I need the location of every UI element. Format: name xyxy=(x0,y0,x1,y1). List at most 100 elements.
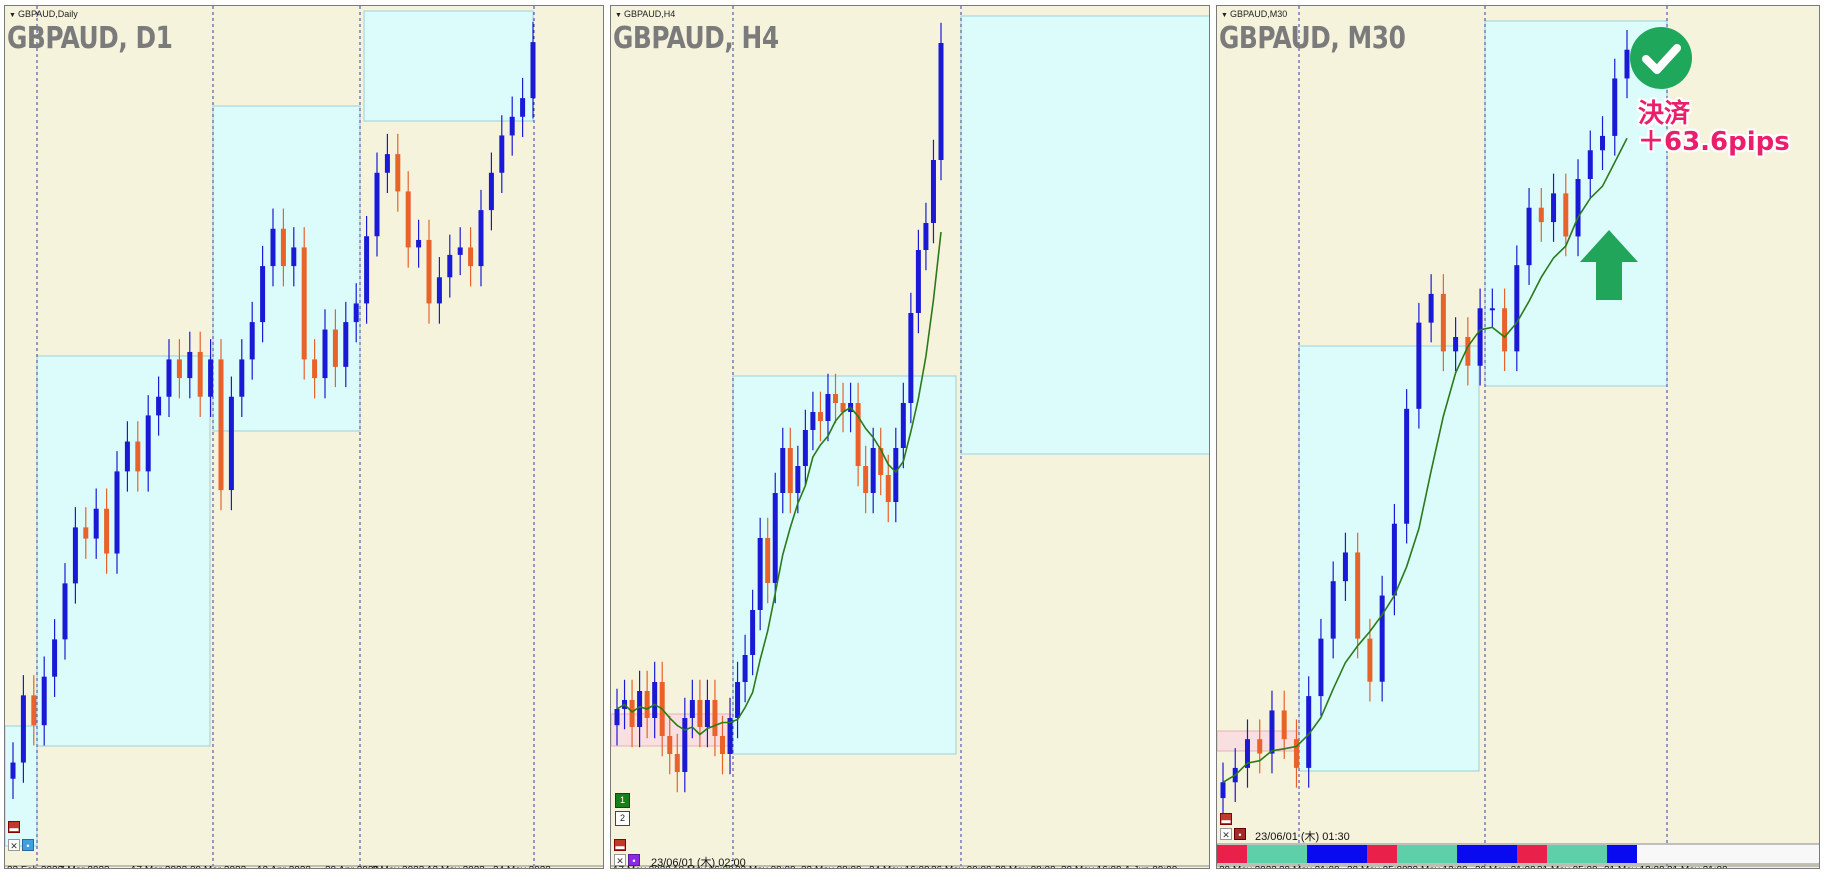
candle-body xyxy=(156,396,162,416)
candle-body xyxy=(301,247,307,360)
candle-body xyxy=(291,247,297,267)
candle-body xyxy=(1416,322,1422,409)
candle-body xyxy=(840,403,846,412)
date-tick-label: 20 Apr 2023 xyxy=(325,865,379,869)
chart-canvas-h4[interactable]: 17 May 202318 May 16:0022 May 00:00 23 Ma… xyxy=(611,6,1210,869)
candle-body xyxy=(1379,595,1385,682)
dropdown-triangle-icon[interactable]: ▼ xyxy=(9,12,16,19)
candle-body xyxy=(863,466,869,493)
candle-body xyxy=(72,527,78,584)
date-tick-label: 30 May 16:00 xyxy=(1061,865,1122,869)
candle-body xyxy=(1624,49,1630,79)
candle-body xyxy=(697,700,703,727)
indicator-cell xyxy=(1247,845,1277,863)
candle-body xyxy=(742,655,748,682)
chart-tag-text: GBPAUD,H4 xyxy=(623,9,676,19)
candle-body xyxy=(637,691,643,727)
indicator-cell xyxy=(1577,845,1607,863)
candle-body xyxy=(488,172,494,211)
candle-body xyxy=(667,736,673,754)
dropdown-triangle-icon[interactable]: ▼ xyxy=(1221,12,1228,19)
chart-panel-d1[interactable]: 23 Feb 20237 Mar 2023 17 Mar 202329 Mar 2… xyxy=(4,5,604,869)
candle-body xyxy=(1244,739,1250,768)
close-icon[interactable]: ✕ xyxy=(1220,828,1232,840)
candle-body xyxy=(817,412,823,421)
chart-canvas-d1[interactable]: 23 Feb 20237 Mar 2023 17 Mar 202329 Mar 2… xyxy=(5,6,604,869)
date-tick-label: 31 May 05:00 xyxy=(1537,865,1598,869)
indicator-cell xyxy=(1487,845,1517,863)
candle-body xyxy=(712,700,718,736)
chart-canvas-m30[interactable]: 29 May 202329 May 21:0030 May 05:0030 Ma… xyxy=(1217,6,1820,869)
close-icon[interactable]: ✕ xyxy=(8,839,20,851)
candle-body xyxy=(802,430,808,466)
candle-body xyxy=(652,682,658,718)
candle-body xyxy=(260,266,266,323)
candle-body xyxy=(10,762,16,779)
candle-body xyxy=(280,228,286,267)
candle-body xyxy=(249,322,255,360)
minimize-icon[interactable]: ▬ xyxy=(1220,813,1232,825)
candle-body xyxy=(114,471,120,554)
candle-body xyxy=(878,448,884,475)
datetime-label: 23/06/01 (木) 01:30 xyxy=(1255,831,1350,843)
candle-body xyxy=(1563,193,1569,237)
candle-body xyxy=(908,313,914,403)
candle-body xyxy=(735,682,741,718)
candle-body xyxy=(384,154,390,173)
candle-body xyxy=(1342,552,1348,582)
candle-body xyxy=(1600,135,1606,151)
date-tick-label: 12 May 2023 xyxy=(427,865,485,869)
candle-body xyxy=(270,228,276,267)
settings-icon[interactable]: • xyxy=(1234,828,1246,840)
candle-body xyxy=(52,639,58,677)
candle-body xyxy=(228,396,234,491)
candle-body xyxy=(1538,207,1544,223)
date-tick-label: 29 Mar 2023 xyxy=(190,865,247,869)
chart-title: GBPAUD, D1 xyxy=(7,21,173,56)
candle-body xyxy=(468,247,474,267)
chart-panel-m30[interactable]: 29 May 202329 May 21:0030 May 05:0030 Ma… xyxy=(1216,5,1820,869)
candle-body xyxy=(1367,638,1373,682)
settings-icon[interactable]: • xyxy=(628,854,640,866)
candle-body xyxy=(1293,739,1299,768)
candle-body xyxy=(1453,337,1459,352)
candle-body xyxy=(1465,337,1471,366)
close-icon[interactable]: ✕ xyxy=(614,854,626,866)
index-button-1[interactable]: 1 xyxy=(615,793,630,808)
datetime-label: 23/06/01 (木) 02:00 xyxy=(651,857,746,869)
indicator-cell xyxy=(1277,845,1307,863)
up-arrow-icon xyxy=(1580,230,1638,300)
candle-body xyxy=(135,441,141,472)
candle-body xyxy=(166,359,172,397)
candle-body xyxy=(1514,265,1520,352)
candle-body xyxy=(520,98,526,117)
settings-icon[interactable]: • xyxy=(22,839,34,851)
chart-panel-h4[interactable]: 17 May 202318 May 16:0022 May 00:00 23 Ma… xyxy=(610,5,1210,869)
date-tick-label: 26 May 00:00 xyxy=(931,865,992,869)
chart-title: GBPAUD, M30 xyxy=(1219,21,1406,56)
moving-average-line xyxy=(1222,137,1628,783)
check-circle-icon xyxy=(1630,27,1692,89)
candle-body xyxy=(614,709,620,726)
candle-body xyxy=(765,538,771,583)
minimize-icon[interactable]: ▬ xyxy=(8,821,20,833)
candle-body xyxy=(62,583,68,640)
dropdown-triangle-icon[interactable]: ▼ xyxy=(615,12,622,19)
candle-body xyxy=(930,160,936,223)
index-button-2[interactable]: 2 xyxy=(615,811,630,826)
candle-body xyxy=(395,154,401,192)
candle-body xyxy=(810,412,816,430)
candle-body xyxy=(1502,308,1508,352)
candle-body xyxy=(457,247,463,255)
date-tick-label: 30 May 05:00 xyxy=(1347,865,1408,869)
candle-body xyxy=(938,43,944,160)
date-tick-label: 23 Feb 2023 xyxy=(7,865,64,869)
date-tick-label: 31 May 13:00 xyxy=(1604,865,1665,869)
candle-body xyxy=(322,329,328,379)
date-tick-label: 29 May 2023 xyxy=(1219,865,1277,869)
candle-body xyxy=(499,135,505,173)
settlement-pips: ＋63.6pips xyxy=(1638,127,1790,157)
candle-body xyxy=(208,359,214,397)
candle-body xyxy=(704,700,710,727)
minimize-icon[interactable]: ▬ xyxy=(614,839,626,851)
